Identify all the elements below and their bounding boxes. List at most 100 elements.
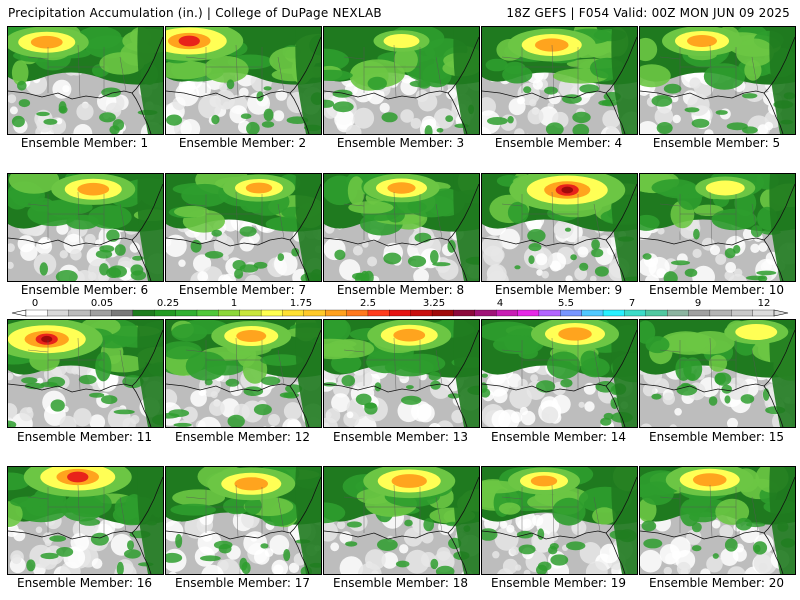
colorbar-segment bbox=[154, 309, 177, 317]
member-caption: Ensemble Member: 5 bbox=[652, 136, 781, 150]
colorbar-segment bbox=[282, 309, 305, 317]
member-caption: Ensemble Member: 1 bbox=[20, 136, 149, 150]
member-caption: Ensemble Member: 3 bbox=[336, 136, 465, 150]
colorbar-tick-label: 4 bbox=[497, 298, 503, 309]
colorbar-tick-label: 0 bbox=[32, 298, 38, 309]
precip-field bbox=[8, 467, 163, 574]
precip-field bbox=[324, 174, 479, 281]
member-caption: Ensemble Member: 11 bbox=[17, 430, 152, 444]
precip-field bbox=[166, 320, 321, 427]
colorbar-tick-label: 9 bbox=[695, 298, 701, 309]
color-scale-bar: 0 0.05 0.25 1 1.75 2.5 3.25 4 5.5 7 9 12 bbox=[11, 298, 789, 317]
member-map-panel bbox=[639, 173, 796, 282]
member-map-panel bbox=[481, 173, 638, 282]
member-map-panel bbox=[639, 466, 796, 575]
member-caption: Ensemble Member: 12 bbox=[175, 430, 310, 444]
colorbar-segment bbox=[538, 309, 561, 317]
colorbar-tick-label: 12 bbox=[758, 298, 771, 309]
colorbar-segment bbox=[517, 309, 540, 317]
member-caption: Ensemble Member: 4 bbox=[494, 136, 623, 150]
member-map-panel bbox=[323, 466, 480, 575]
precip-field bbox=[8, 27, 163, 134]
colorbar-segment bbox=[47, 309, 70, 317]
precip-field bbox=[166, 174, 321, 281]
precip-field bbox=[640, 320, 795, 427]
precip-field bbox=[8, 174, 163, 281]
member-map-panel bbox=[481, 319, 638, 428]
precip-field bbox=[8, 320, 163, 427]
member-caption: Ensemble Member: 15 bbox=[649, 430, 784, 444]
colorbar-segment bbox=[496, 309, 518, 317]
precip-field bbox=[166, 467, 321, 574]
colorbar-segment bbox=[367, 309, 390, 317]
member-caption: Ensemble Member: 20 bbox=[649, 576, 784, 590]
colorbar-segment bbox=[218, 309, 241, 317]
member-map-panel bbox=[481, 466, 638, 575]
member-caption: Ensemble Member: 19 bbox=[491, 576, 626, 590]
precip-field bbox=[166, 27, 321, 134]
colorbar-segment bbox=[688, 309, 711, 317]
colorbar-segment bbox=[89, 309, 112, 317]
colorbar-segment bbox=[303, 309, 326, 317]
colorbar-segment bbox=[431, 309, 454, 317]
colorbar-segment bbox=[196, 309, 219, 317]
precip-field bbox=[482, 320, 637, 427]
chart-title: Precipitation Accumulation (in.) | Colle… bbox=[8, 6, 382, 20]
member-caption: Ensemble Member: 16 bbox=[17, 576, 152, 590]
precip-field bbox=[482, 174, 637, 281]
run-valid-label: 18Z GEFS | F054 Valid: 00Z MON JUN 09 20… bbox=[506, 6, 790, 20]
precip-field bbox=[324, 320, 479, 427]
colorbar-tick-label: 7 bbox=[629, 298, 635, 309]
member-caption: Ensemble Member: 14 bbox=[491, 430, 626, 444]
member-map-panel bbox=[165, 466, 322, 575]
colorbar-segment bbox=[132, 309, 155, 317]
member-caption: Ensemble Member: 9 bbox=[494, 283, 623, 297]
colorbar-segment bbox=[453, 309, 476, 317]
precip-field bbox=[482, 27, 637, 134]
colorbar-segment bbox=[68, 309, 91, 317]
member-caption: Ensemble Member: 18 bbox=[333, 576, 468, 590]
colorbar-tick-label: 1 bbox=[231, 298, 237, 309]
colorbar-segment bbox=[560, 309, 583, 317]
member-map-panel bbox=[323, 173, 480, 282]
colorbar-segment bbox=[260, 309, 283, 317]
colorbar-segment bbox=[474, 309, 497, 317]
colorbar-segment bbox=[175, 309, 198, 317]
precip-field bbox=[324, 27, 479, 134]
colorbar-segment bbox=[410, 309, 433, 317]
member-map-panel bbox=[7, 466, 164, 575]
member-map-panel bbox=[323, 319, 480, 428]
member-map-panel bbox=[481, 26, 638, 135]
colorbar-tick-label: 2.5 bbox=[360, 298, 376, 309]
colorbar-right-arrow bbox=[773, 309, 789, 317]
colorbar-segment bbox=[346, 309, 369, 317]
colorbar-segment bbox=[239, 309, 262, 317]
member-map-panel bbox=[323, 26, 480, 135]
colorbar-tick-label: 5.5 bbox=[558, 298, 574, 309]
colorbar-segment bbox=[645, 309, 668, 317]
member-caption: Ensemble Member: 7 bbox=[178, 283, 307, 297]
member-caption: Ensemble Member: 2 bbox=[178, 136, 307, 150]
precip-field bbox=[640, 174, 795, 281]
colorbar-segment bbox=[666, 309, 689, 317]
member-caption: Ensemble Member: 13 bbox=[333, 430, 468, 444]
colorbar-tick-label: 3.25 bbox=[423, 298, 445, 309]
colorbar-segment bbox=[25, 309, 48, 317]
precip-field bbox=[640, 27, 795, 134]
colorbar-segment bbox=[389, 309, 412, 317]
member-map-panel bbox=[165, 319, 322, 428]
colorbar-segment bbox=[111, 309, 134, 317]
colorbar-segment bbox=[624, 309, 647, 317]
colorbar-left-arrow bbox=[11, 309, 27, 317]
member-caption: Ensemble Member: 17 bbox=[175, 576, 310, 590]
precip-field bbox=[482, 467, 637, 574]
precip-field bbox=[640, 467, 795, 574]
colorbar-tick-label: 1.75 bbox=[290, 298, 312, 309]
member-caption: Ensemble Member: 6 bbox=[20, 283, 149, 297]
member-map-panel bbox=[165, 26, 322, 135]
member-caption: Ensemble Member: 10 bbox=[649, 283, 784, 297]
member-map-panel bbox=[7, 26, 164, 135]
colorbar-segment bbox=[325, 309, 348, 317]
member-map-panel bbox=[7, 319, 164, 428]
colorbar-segment bbox=[731, 309, 754, 317]
